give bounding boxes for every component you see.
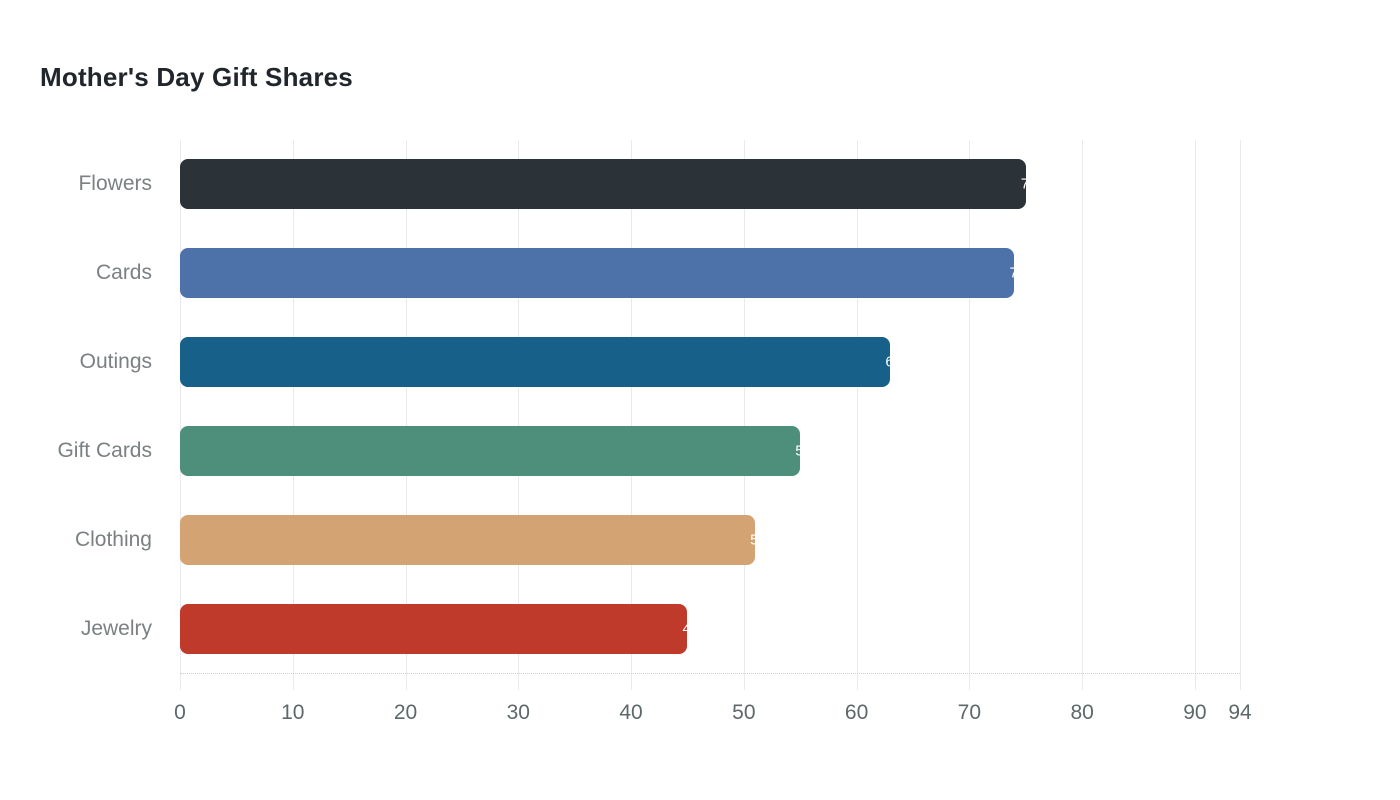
gridline-x-70 <box>969 140 971 690</box>
bar-value-label: 55 <box>795 442 812 460</box>
x-tick-label-30: 30 <box>506 701 530 724</box>
category-label-cards: Cards <box>95 261 152 285</box>
x-tick-label-60: 60 <box>844 701 869 724</box>
x-tick-label-94: 94 <box>1228 701 1252 724</box>
x-tick-label-20: 20 <box>393 701 418 724</box>
gridline-x-40 <box>631 140 633 690</box>
bar-outings[interactable]: 63 <box>180 337 902 388</box>
x-tick-label-0: 0 <box>174 701 186 724</box>
gridline-x-60 <box>856 140 858 690</box>
bar-jewelry[interactable]: 45 <box>180 603 699 654</box>
bar-value-label: 74 <box>1009 264 1027 282</box>
x-tick-label-90: 90 <box>1183 701 1207 724</box>
category-label-flowers: Flowers <box>78 172 152 196</box>
chart-title: Mother's Day Gift Shares <box>40 62 353 92</box>
x-tick-label-80: 80 <box>1070 701 1094 724</box>
x-tick-label-10: 10 <box>281 701 305 724</box>
category-label-outings: Outings <box>79 350 152 374</box>
gridline-x-30 <box>518 140 520 690</box>
x-tick-label-50: 50 <box>732 701 756 724</box>
x-axis-baseline <box>180 673 1240 674</box>
gridline-x-50 <box>743 140 745 690</box>
gridline-x-20 <box>405 140 407 690</box>
category-label-jewelry: Jewelry <box>80 616 152 640</box>
gridline-x-10 <box>292 140 294 690</box>
bar-value-label: 75 <box>1020 175 1038 193</box>
bar-value-label: 51 <box>750 531 767 549</box>
category-label-gift-cards: Gift Cards <box>57 438 152 462</box>
bar-clothing[interactable]: 51 <box>180 514 767 565</box>
bar-gift-cards[interactable]: 55 <box>180 425 812 476</box>
gridline-x-94 <box>1240 140 1241 690</box>
bar-value-label: 63 <box>885 353 903 371</box>
plot-area: 75 74 63 55 51 45 <box>180 140 1241 690</box>
category-label-clothing: Clothing <box>74 527 152 551</box>
bar-flowers[interactable]: 75 <box>180 159 1037 210</box>
bar-value-label: 45 <box>682 620 700 638</box>
x-tick-label-40: 40 <box>619 701 643 724</box>
gridline-x-0 <box>180 140 181 690</box>
gridline-x-80 <box>1082 140 1084 690</box>
bar-cards[interactable]: 74 <box>180 248 1026 299</box>
gridline-x-90 <box>1194 140 1196 690</box>
x-tick-label-70: 70 <box>957 701 982 724</box>
